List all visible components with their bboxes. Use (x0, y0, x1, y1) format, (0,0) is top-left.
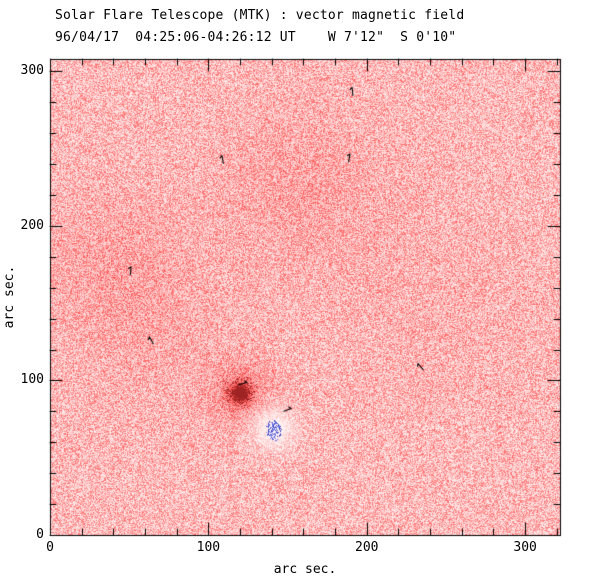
y-tick-label: 0 (36, 527, 44, 542)
x-axis-label: arc sec. (273, 562, 337, 577)
x-tick-label: 100 (196, 540, 221, 555)
x-tick-label: 200 (355, 540, 379, 555)
y-tick-label: 200 (20, 217, 44, 233)
y-tick-label: 300 (20, 63, 44, 79)
y-axis-label: arc sec. (2, 265, 17, 329)
y-tick-label: 100 (20, 372, 44, 388)
x-tick-label: 300 (513, 540, 537, 555)
x-tick-label: 0 (46, 540, 54, 555)
